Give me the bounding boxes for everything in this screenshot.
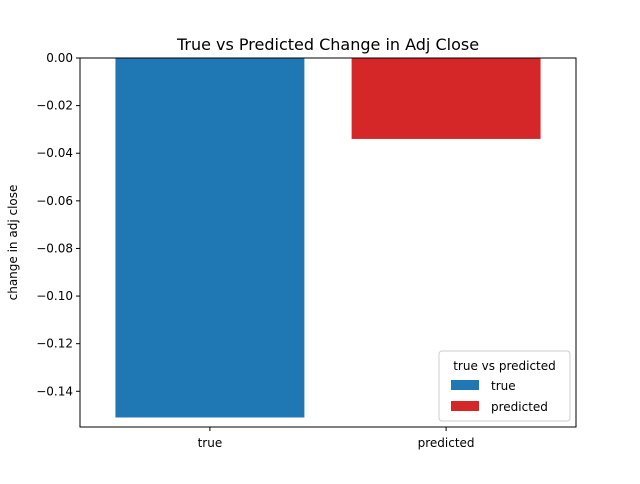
legend-swatch-true — [451, 380, 479, 390]
legend: true vs predicted true predicted — [438, 350, 571, 422]
y-axis-label: change in adj close — [6, 185, 20, 301]
legend-label-predicted: predicted — [491, 400, 548, 414]
bars-group — [115, 58, 541, 418]
x-tick-label-predicted: predicted — [418, 436, 475, 450]
bar-true — [115, 58, 305, 418]
y-tick-label: −0.10 — [36, 289, 73, 303]
y-tick-label: −0.02 — [36, 99, 73, 113]
plot-frame — [79, 57, 577, 428]
legend-title: true vs predicted — [453, 359, 556, 373]
y-axis: 0.00 −0.02 −0.04 −0.06 −0.08 −0.10 −0.12 −0.14 — [36, 51, 80, 398]
x-axis: true predicted — [198, 427, 475, 450]
chart-title: True vs Predicted Change in Adj Close — [176, 35, 479, 54]
x-tick-label-true: true — [198, 436, 223, 450]
bar-predicted — [351, 58, 541, 139]
legend-label-true: true — [491, 379, 516, 393]
y-tick-label: −0.08 — [36, 241, 73, 255]
y-tick-label: −0.12 — [36, 337, 73, 351]
y-tick-label: −0.14 — [36, 384, 73, 398]
y-tick-label: 0.00 — [46, 51, 73, 65]
y-tick-label: −0.04 — [36, 146, 73, 160]
legend-swatch-predicted — [451, 401, 479, 411]
y-tick-label: −0.06 — [36, 194, 73, 208]
